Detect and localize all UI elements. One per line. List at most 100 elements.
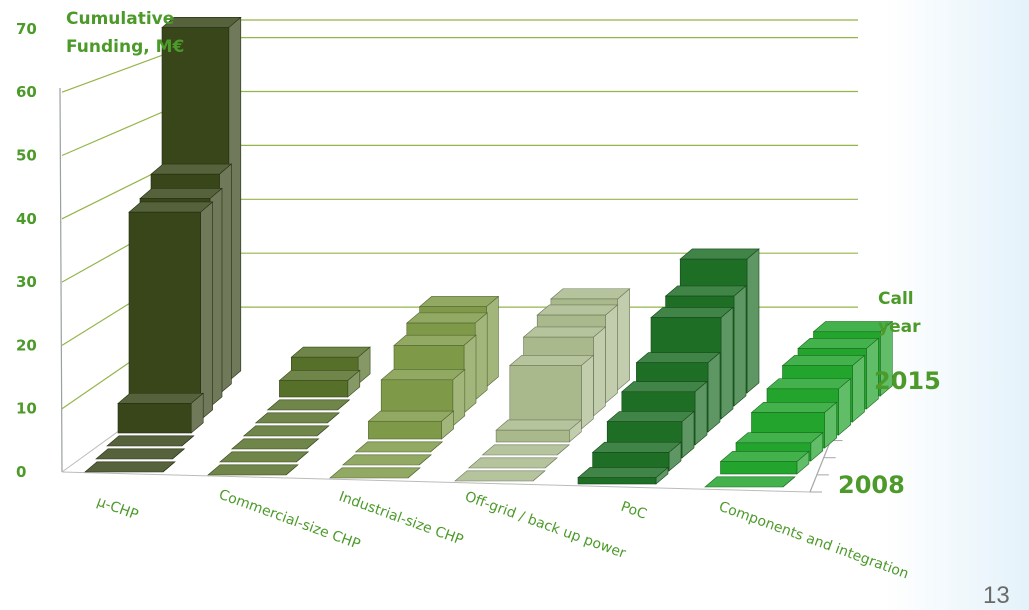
depth-axis-title-line1: Call xyxy=(878,289,914,309)
bar-side xyxy=(852,354,865,423)
bar xyxy=(341,454,433,466)
bar xyxy=(495,419,583,443)
bar-side xyxy=(306,438,319,450)
bar-side xyxy=(162,461,176,473)
y-tick-label: 0 xyxy=(16,463,26,481)
bar-top xyxy=(664,285,747,297)
bar-top xyxy=(341,454,433,466)
bar-top xyxy=(405,312,489,324)
bar xyxy=(128,201,214,421)
bar xyxy=(278,369,361,398)
bar-top xyxy=(367,410,455,422)
bar-top xyxy=(150,163,233,175)
category-label: PoC xyxy=(619,499,649,523)
bar-top xyxy=(750,402,838,413)
bar-top xyxy=(106,435,195,447)
bar-top xyxy=(735,432,824,444)
bar-top xyxy=(128,201,214,213)
bar-side xyxy=(544,457,558,469)
bar-side xyxy=(430,441,443,453)
bar-top xyxy=(278,370,361,381)
bar-top xyxy=(95,448,186,460)
bar-top xyxy=(650,307,734,318)
bar-side xyxy=(746,248,760,394)
bar-top xyxy=(230,438,320,450)
bar-top xyxy=(254,412,341,424)
y-tick-label: 60 xyxy=(16,83,37,101)
bar xyxy=(84,461,176,473)
bar-top xyxy=(84,461,176,473)
bar-top xyxy=(550,288,631,300)
bar-top xyxy=(219,451,310,463)
bar-top xyxy=(467,457,558,469)
bar-top xyxy=(536,304,619,316)
bar xyxy=(242,425,330,437)
bar xyxy=(467,457,558,469)
bar xyxy=(591,441,682,472)
y-axis-title-line2: Funding, M€ xyxy=(66,37,184,57)
depth-label-last: 2015 xyxy=(874,367,941,395)
bar-top xyxy=(380,369,466,381)
bar-top xyxy=(354,441,444,453)
bar-top xyxy=(454,470,546,482)
bar-side xyxy=(782,476,796,488)
y-tick-label: 30 xyxy=(16,273,37,291)
bar xyxy=(367,410,455,440)
bar-side xyxy=(452,368,466,427)
bar-side xyxy=(285,464,299,476)
bar xyxy=(704,476,796,488)
bar-top xyxy=(577,467,669,478)
bar-front xyxy=(117,403,192,434)
bar-top xyxy=(620,381,708,393)
bar xyxy=(106,435,195,447)
bar-side xyxy=(720,306,734,420)
bar-side xyxy=(200,201,213,421)
bar xyxy=(117,392,205,434)
bar-side xyxy=(463,334,477,414)
chart-gridlines xyxy=(61,19,858,410)
chart-bars xyxy=(84,16,894,488)
bar-top xyxy=(797,338,880,349)
bar xyxy=(481,444,571,456)
bar xyxy=(719,450,810,475)
bar-top xyxy=(117,392,205,404)
bar-side xyxy=(733,285,747,407)
bar-side xyxy=(838,377,851,436)
bar xyxy=(254,412,341,424)
bar-side xyxy=(557,444,570,456)
bar-top xyxy=(418,296,500,307)
bar-top xyxy=(495,419,583,431)
bar-top xyxy=(635,352,721,364)
bar xyxy=(380,368,466,427)
bar-top xyxy=(508,354,595,366)
bar-top xyxy=(393,334,477,346)
bar-top xyxy=(139,188,223,199)
page-number: 13 xyxy=(983,582,1010,609)
bar-side xyxy=(474,312,488,401)
bar-top xyxy=(266,399,351,411)
category-label: Components and integration xyxy=(717,499,911,583)
bar xyxy=(219,451,310,463)
y-tick-label: 40 xyxy=(16,210,37,228)
y-tick-label: 70 xyxy=(16,20,37,38)
bar-top xyxy=(207,464,299,476)
category-label: Off-grid / back up power xyxy=(463,489,628,562)
bar-top xyxy=(242,425,330,437)
bar-side xyxy=(605,304,618,404)
bar-side xyxy=(419,454,432,466)
bar-top xyxy=(704,476,796,488)
y-axis-title-line1: Cumulative xyxy=(66,9,174,29)
bar-top xyxy=(591,441,682,453)
bar xyxy=(454,470,546,482)
bar-front xyxy=(577,477,657,485)
bar-side xyxy=(337,399,350,411)
bar-side xyxy=(316,425,330,437)
bar-side xyxy=(407,467,421,479)
y-axis-line xyxy=(59,87,63,473)
bar-side xyxy=(486,295,499,388)
bar-front xyxy=(279,380,349,398)
bar-top xyxy=(781,355,866,366)
bar-front xyxy=(128,211,201,421)
bar-top xyxy=(481,444,571,456)
bar-side xyxy=(593,326,606,417)
